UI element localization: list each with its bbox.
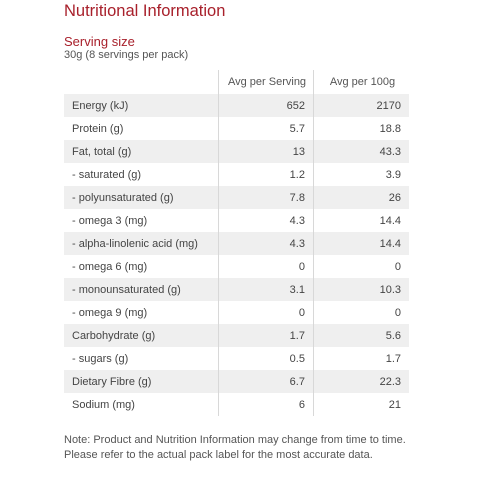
nutrient-name: Protein (g) bbox=[64, 117, 219, 140]
per-serving-value: 13 bbox=[218, 140, 314, 163]
nutrient-name: - omega 3 (mg) bbox=[64, 209, 219, 232]
page-title: Nutritional Information bbox=[64, 2, 226, 20]
per-serving-value: 6 bbox=[218, 393, 314, 416]
header-avg-per-100g: Avg per 100g bbox=[312, 70, 409, 94]
per-serving-value: 3.1 bbox=[218, 278, 314, 301]
per-serving-value: 7.8 bbox=[218, 186, 314, 209]
table-row: - monounsaturated (g) 3.1 10.3 bbox=[64, 278, 409, 301]
table-row: - alpha-linolenic acid (mg) 4.3 14.4 bbox=[64, 232, 409, 255]
nutrient-name: - sugars (g) bbox=[64, 347, 219, 370]
per-serving-value: 4.3 bbox=[218, 232, 314, 255]
table-row: Protein (g) 5.7 18.8 bbox=[64, 117, 409, 140]
per-100g-value: 2170 bbox=[312, 94, 409, 117]
per-serving-value: 5.7 bbox=[218, 117, 314, 140]
per-serving-value: 0 bbox=[218, 255, 314, 278]
table-row: - sugars (g) 0.5 1.7 bbox=[64, 347, 409, 370]
serving-size-detail: 30g (8 servings per pack) bbox=[64, 49, 189, 61]
table-row: - saturated (g) 1.2 3.9 bbox=[64, 163, 409, 186]
nutrient-name: Energy (kJ) bbox=[64, 94, 219, 117]
per-serving-value: 652 bbox=[218, 94, 314, 117]
header-avg-per-serving: Avg per Serving bbox=[218, 70, 314, 94]
table-header-row: Avg per Serving Avg per 100g bbox=[64, 70, 409, 94]
table-row: - omega 9 (mg) 0 0 bbox=[64, 301, 409, 324]
serving-size-heading: Serving size bbox=[64, 34, 135, 49]
nutrient-name: Fat, total (g) bbox=[64, 140, 219, 163]
per-100g-value: 10.3 bbox=[312, 278, 409, 301]
per-100g-value: 14.4 bbox=[312, 209, 409, 232]
table-row: Sodium (mg) 6 21 bbox=[64, 393, 409, 416]
per-serving-value: 4.3 bbox=[218, 209, 314, 232]
table-row: Carbohydrate (g) 1.7 5.6 bbox=[64, 324, 409, 347]
nutrient-name: - alpha-linolenic acid (mg) bbox=[64, 232, 219, 255]
per-serving-value: 1.2 bbox=[218, 163, 314, 186]
table-row: - polyunsaturated (g) 7.8 26 bbox=[64, 186, 409, 209]
per-100g-value: 22.3 bbox=[312, 370, 409, 393]
nutrition-table: Avg per Serving Avg per 100g Energy (kJ)… bbox=[64, 70, 409, 416]
per-100g-value: 5.6 bbox=[312, 324, 409, 347]
per-100g-value: 43.3 bbox=[312, 140, 409, 163]
per-serving-value: 0 bbox=[218, 301, 314, 324]
per-100g-value: 21 bbox=[312, 393, 409, 416]
header-nutrient bbox=[64, 70, 219, 94]
per-serving-value: 0.5 bbox=[218, 347, 314, 370]
per-100g-value: 0 bbox=[312, 301, 409, 324]
table-row: - omega 6 (mg) 0 0 bbox=[64, 255, 409, 278]
table-row: Energy (kJ) 652 2170 bbox=[64, 94, 409, 117]
per-100g-value: 14.4 bbox=[312, 232, 409, 255]
per-100g-value: 0 bbox=[312, 255, 409, 278]
table-row: - omega 3 (mg) 4.3 14.4 bbox=[64, 209, 409, 232]
nutrient-name: Carbohydrate (g) bbox=[64, 324, 219, 347]
nutrient-name: Dietary Fibre (g) bbox=[64, 370, 219, 393]
per-100g-value: 18.8 bbox=[312, 117, 409, 140]
table-row: Fat, total (g) 13 43.3 bbox=[64, 140, 409, 163]
table-row: Dietary Fibre (g) 6.7 22.3 bbox=[64, 370, 409, 393]
per-serving-value: 6.7 bbox=[218, 370, 314, 393]
nutrient-name: - saturated (g) bbox=[64, 163, 219, 186]
per-100g-value: 3.9 bbox=[312, 163, 409, 186]
per-serving-value: 1.7 bbox=[218, 324, 314, 347]
disclaimer-note: Note: Product and Nutrition Information … bbox=[64, 434, 406, 461]
per-100g-value: 26 bbox=[312, 186, 409, 209]
per-100g-value: 1.7 bbox=[312, 347, 409, 370]
nutrient-name: - omega 6 (mg) bbox=[64, 255, 219, 278]
nutrient-name: Sodium (mg) bbox=[64, 393, 219, 416]
nutrient-name: - omega 9 (mg) bbox=[64, 301, 219, 324]
nutrient-name: - polyunsaturated (g) bbox=[64, 186, 219, 209]
nutrient-name: - monounsaturated (g) bbox=[64, 278, 219, 301]
